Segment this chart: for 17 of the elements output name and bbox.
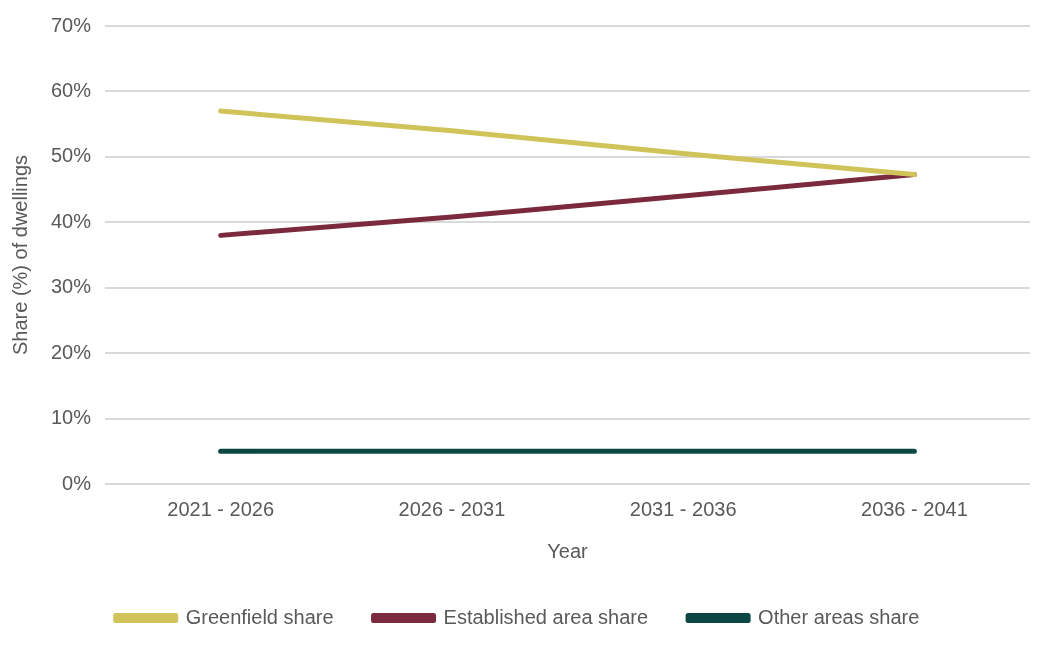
legend-label: Other areas share [758,605,920,628]
y-axis-title: Share (%) of dwellings [8,154,31,356]
y-tick-label: 0% [62,471,92,494]
x-tick-label: 2031 - 2036 [629,497,737,520]
x-tick-label: 2021 - 2026 [167,497,275,520]
x-tick-label: 2036 - 2041 [861,497,968,520]
y-tick-label: 40% [51,209,92,232]
y-tick-label: 70% [51,13,92,36]
y-tick-label: 50% [51,144,92,167]
y-tick-label: 20% [51,340,92,363]
legend-label: Greenfield share [185,605,334,628]
y-tick-label: 60% [51,78,92,101]
legend-label: Established area share [443,605,649,628]
y-tick-label: 10% [51,406,92,429]
y-tick-label: 30% [51,275,92,298]
x-axis-title: Year [547,539,589,562]
x-tick-label: 2026 - 2031 [398,497,506,520]
